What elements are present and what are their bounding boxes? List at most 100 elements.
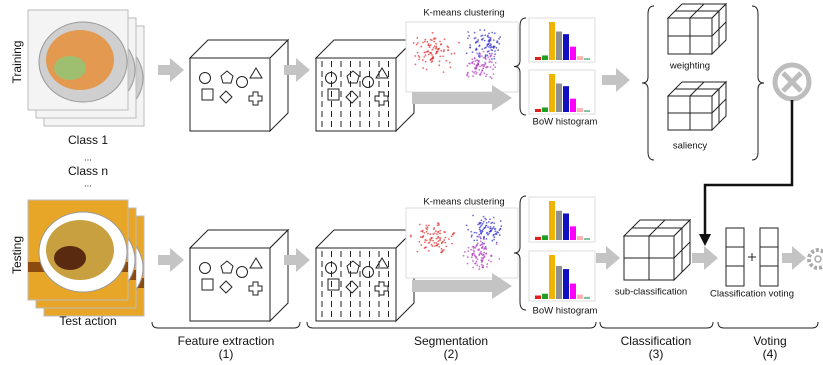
scatter-dot xyxy=(438,64,440,66)
scatter-dot xyxy=(495,228,497,230)
scatter-dot xyxy=(439,237,441,239)
scatter-dot xyxy=(494,50,496,52)
scatter-dot xyxy=(445,60,447,62)
histogram-bar xyxy=(584,110,590,112)
scatter-dot xyxy=(486,74,488,76)
scatter-dot xyxy=(498,258,500,260)
scatter-dot xyxy=(428,54,430,56)
scatter-dot xyxy=(420,244,422,246)
arrow xyxy=(158,248,184,272)
row-label: Training xyxy=(10,41,24,84)
scatter-dot xyxy=(489,59,491,61)
stage-name: Segmentation xyxy=(414,334,488,348)
scatter-dot xyxy=(423,232,425,234)
scatter-dot xyxy=(495,47,497,49)
histogram-bar xyxy=(549,255,555,299)
scatter-dot xyxy=(487,66,489,68)
scatter-dot xyxy=(433,47,435,49)
scatter-dot xyxy=(480,240,482,242)
histogram-bar xyxy=(556,84,562,113)
scatter-dot xyxy=(458,42,460,44)
stage-number: (2) xyxy=(444,347,459,361)
scatter-dot xyxy=(483,227,485,229)
scatter-dot xyxy=(443,50,445,52)
scatter-dot xyxy=(420,46,422,48)
scatter-dot xyxy=(483,57,485,59)
scatter-dot xyxy=(466,224,468,226)
scatter-dot xyxy=(466,52,468,54)
scatter-dot xyxy=(476,41,478,43)
scatter-dot xyxy=(447,49,449,51)
scatter-dot xyxy=(436,238,438,240)
scatter-dot xyxy=(469,44,471,46)
scatter-dot xyxy=(418,59,420,61)
connector-head xyxy=(699,234,711,246)
scatter-dot xyxy=(483,221,485,223)
scatter-dot xyxy=(471,58,473,60)
scatter-dot xyxy=(437,48,439,50)
scatter-dot xyxy=(490,43,492,45)
scatter-dot xyxy=(500,220,502,222)
scatter-dot xyxy=(473,253,475,255)
scatter-dot xyxy=(422,59,424,61)
scatter-dot xyxy=(452,234,454,236)
scatter-dot xyxy=(468,35,470,37)
scatter-dot xyxy=(432,60,434,62)
scatter-dot xyxy=(439,233,441,235)
scatter-dot xyxy=(481,219,483,221)
scatter-dot xyxy=(478,268,480,270)
scatter-dot xyxy=(426,229,428,231)
histogram-bar xyxy=(570,99,576,112)
scatter-dot xyxy=(476,260,478,262)
arrow xyxy=(602,68,630,92)
scatter-dot xyxy=(478,249,480,251)
scatter-dot xyxy=(444,231,446,233)
scatter-dot xyxy=(425,225,427,227)
ellipsis: ... xyxy=(84,153,92,164)
scatter-dot xyxy=(483,65,485,67)
scatter-dot xyxy=(432,233,434,235)
scatter-dot xyxy=(481,39,483,41)
scatter-dot xyxy=(439,60,441,62)
scatter-frame xyxy=(406,22,518,92)
scatter-dot xyxy=(478,236,480,238)
food xyxy=(54,56,86,80)
scatter-dot xyxy=(467,37,469,39)
scatter-dot xyxy=(480,244,482,246)
scatter-dot xyxy=(476,264,478,266)
scatter-dot xyxy=(417,42,419,44)
scatter-dot xyxy=(444,242,446,244)
scatter-dot xyxy=(417,251,419,253)
scatter-dot xyxy=(486,233,488,235)
scatter-dot xyxy=(437,243,439,245)
scatter-dot xyxy=(492,46,494,48)
histogram-bar xyxy=(542,107,548,112)
histogram-label: BoW histogram xyxy=(533,306,598,317)
scatter-dot xyxy=(471,256,473,258)
scatter-frame xyxy=(406,208,518,278)
scatter-dot xyxy=(488,221,490,223)
scatter-dot xyxy=(440,50,442,52)
scatter-dot xyxy=(425,61,427,63)
histogram-bar xyxy=(556,211,562,240)
scatter-dot xyxy=(472,215,474,217)
scatter-dot xyxy=(442,55,444,57)
scatter-dot xyxy=(491,58,493,60)
scatter-dot xyxy=(494,66,496,68)
scatter-dot xyxy=(467,250,469,252)
scatter-dot xyxy=(467,229,469,231)
scatter-dot xyxy=(486,238,488,240)
scatter-dot xyxy=(476,232,478,234)
histogram-bar xyxy=(542,55,548,60)
histogram-label: BoW histogram xyxy=(533,117,598,128)
histogram-bar xyxy=(577,236,583,240)
scatter-dot xyxy=(428,250,430,252)
scatter-dot xyxy=(476,244,478,246)
scatter-dot xyxy=(438,246,440,248)
scatter-dot xyxy=(425,54,427,56)
scatter-dot xyxy=(445,246,447,248)
scatter-dot xyxy=(496,243,498,245)
histogram-bar xyxy=(535,57,541,60)
scatter-dot xyxy=(483,216,485,218)
scatter-dot xyxy=(493,58,495,60)
